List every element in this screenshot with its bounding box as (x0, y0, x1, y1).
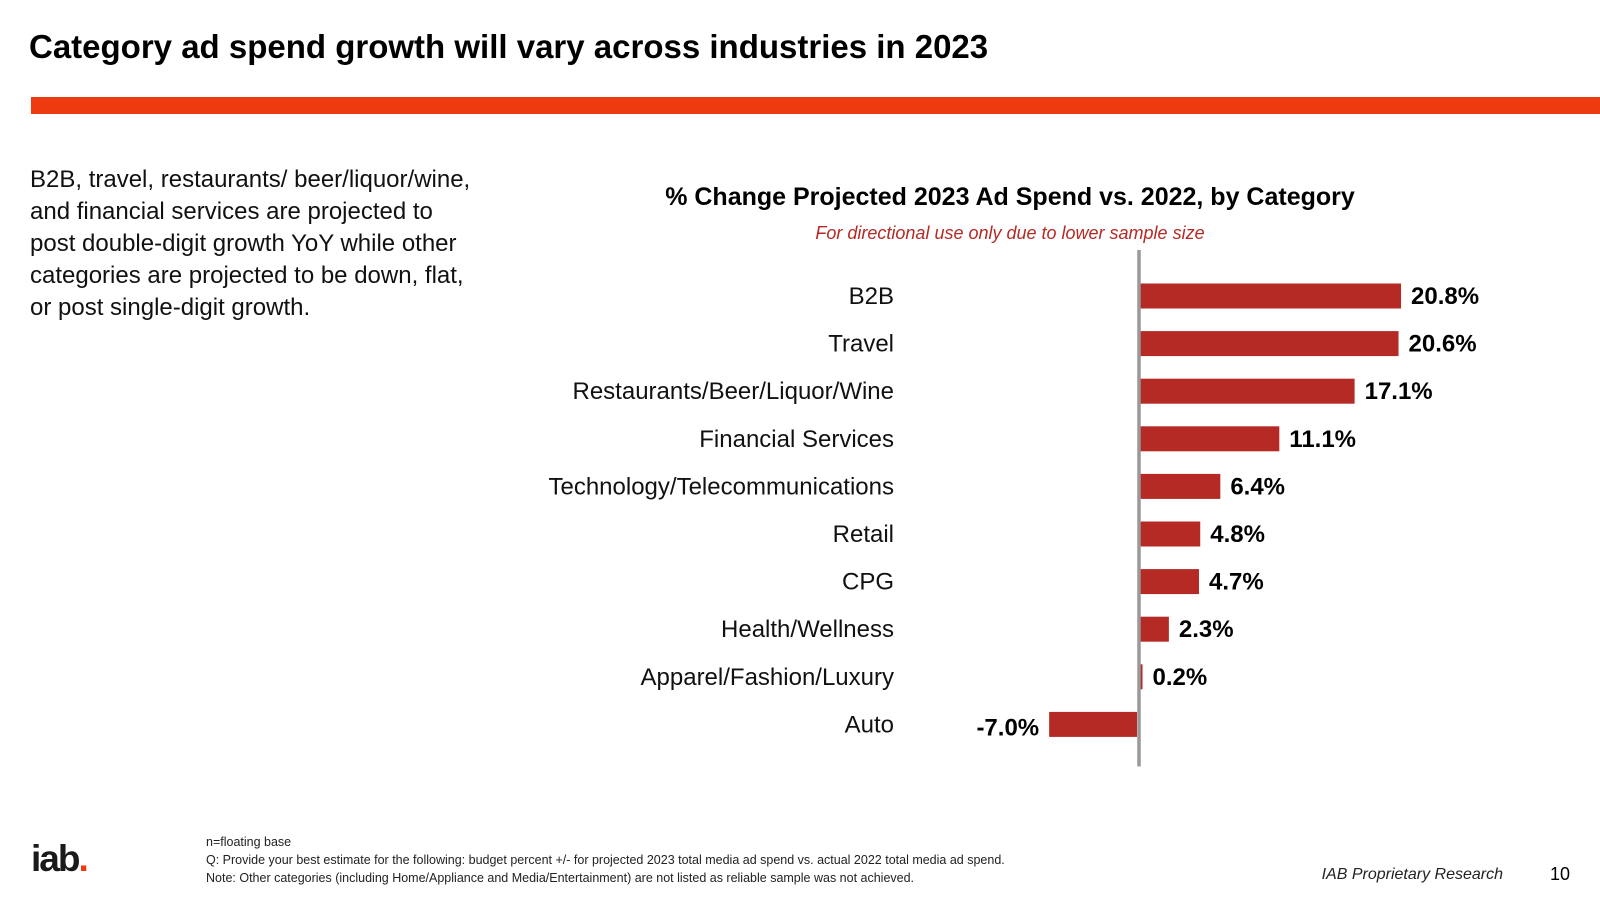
category-label: Financial Services (699, 426, 894, 453)
value-label: 4.7% (1209, 569, 1264, 596)
footnote-question: Q: Provide your best estimate for the fo… (206, 853, 1005, 867)
value-label: 0.2% (1153, 664, 1208, 691)
value-label: 20.6% (1409, 331, 1477, 358)
footnote-base: n=floating base (206, 835, 292, 849)
category-label: B2B (849, 283, 894, 310)
chart-subtitle: For directional use only due to lower sa… (815, 223, 1205, 243)
chart-title: % Change Projected 2023 Ad Spend vs. 202… (665, 183, 1355, 211)
bar-restaurants-beer-liquor-wine (1140, 378, 1355, 404)
footnote-note: Note: Other categories (including Home/A… (206, 871, 915, 885)
value-label: 20.8% (1411, 283, 1479, 310)
logo-text: iab (31, 838, 80, 879)
summary-text: B2B, travel, restaurants/ beer/liquor/wi… (30, 166, 471, 321)
bar-apparel-fashion-luxury (1140, 664, 1143, 690)
value-label: 2.3% (1179, 616, 1234, 643)
value-label: 4.8% (1210, 521, 1265, 548)
logo-dot: . (78, 838, 88, 879)
footnotes: n=floating base Q: Provide your best est… (206, 833, 1005, 887)
category-label: Apparel/Fashion/Luxury (641, 664, 894, 691)
value-label: -7.0% (976, 714, 1039, 741)
bar-technology-telecommunications (1140, 473, 1221, 499)
category-label: Restaurants/Beer/Liquor/Wine (573, 378, 895, 405)
bar-b2b (1140, 283, 1402, 309)
category-label: Retail (833, 521, 894, 548)
bar-retail (1140, 521, 1201, 547)
bar-financial-services (1140, 426, 1280, 452)
bar-travel (1140, 331, 1399, 357)
category-label: CPG (842, 569, 894, 596)
category-label: Auto (845, 711, 894, 738)
category-label: Technology/Telecommunications (548, 473, 894, 500)
slide-title: Category ad spend growth will vary acros… (29, 28, 989, 65)
value-label: 11.1% (1289, 426, 1356, 453)
title-accent-bar (31, 97, 1600, 114)
value-label: 17.1% (1365, 378, 1433, 405)
iab-logo: iab. (31, 838, 89, 880)
proprietary-label: IAB Proprietary Research (1321, 866, 1503, 883)
bar-auto (1049, 711, 1137, 737)
page-number: 10 (1549, 864, 1570, 884)
value-label: 6.4% (1230, 473, 1285, 500)
category-label: Health/Wellness (721, 616, 894, 643)
category-label: Travel (828, 331, 894, 358)
bar-cpg (1140, 569, 1199, 595)
bar-health-wellness (1140, 616, 1169, 642)
